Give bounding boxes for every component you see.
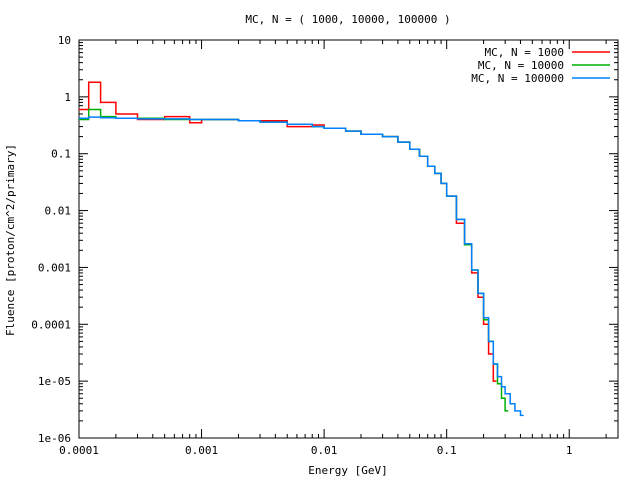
y-tick-label: 0.0001 [31, 318, 71, 331]
x-tick-label: 0.01 [311, 444, 338, 457]
y-tick-label: 0.01 [45, 205, 72, 218]
series-line-3 [79, 116, 524, 417]
series-line-2 [79, 108, 509, 412]
y-tick-label: 1e-05 [38, 375, 71, 388]
legend-label: MC, N = 100000 [471, 72, 564, 85]
y-tick-label: 1e-06 [38, 432, 71, 445]
y-tick-label: 1 [64, 91, 71, 104]
plot-area: 0.0001 0.001 0.01 0.1 1 1e-06 1e-05 0.0001 0.001… [31, 34, 619, 457]
x-tick-label: 0.0001 [59, 444, 99, 457]
y-tick-label: 0.001 [38, 261, 71, 274]
y-tick-label: 0.1 [51, 148, 71, 161]
y-tick-label: 10 [58, 34, 71, 47]
x-tick-label: 0.1 [437, 444, 457, 457]
chart-title: MC, N = ( 1000, 10000, 100000 ) [245, 13, 450, 26]
legend-label: MC, N = 1000 [485, 46, 564, 59]
x-tick-label: 1 [566, 444, 573, 457]
x-axis-label: Energy [GeV] [308, 464, 387, 477]
x-tick-label: 0.001 [185, 444, 218, 457]
y-axis-label: Fluence [proton/cm^2/primary] [4, 144, 17, 336]
legend-label: MC, N = 10000 [478, 59, 564, 72]
plot-frame [78, 39, 619, 439]
series-line-1 [79, 81, 497, 382]
